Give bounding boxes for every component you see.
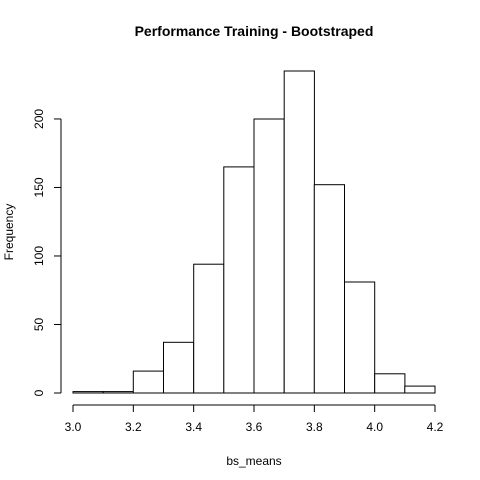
histogram-bar [374,373,406,394]
histogram-bar [163,341,195,394]
histogram-bar [223,166,255,394]
x-tick-label: 3.4 [185,420,202,434]
histogram-bar [253,118,285,394]
x-tick-label: 4.2 [427,420,444,434]
x-tick-label: 4.0 [366,420,383,434]
y-tick-label: 200 [32,109,46,129]
x-tick-label: 3.6 [246,420,263,434]
x-tick-label: 3.8 [306,420,323,434]
histogram-bar [72,391,104,394]
x-tick-label: 3.0 [65,420,82,434]
histogram-bar [344,281,376,394]
histogram-bar [132,370,165,394]
histogram-bar [283,70,315,394]
y-tick-label: 100 [32,246,46,266]
histogram-bar [404,385,436,394]
y-axis: 0 50 100 150 200 [32,109,62,396]
histogram-bar [102,391,134,394]
y-tick-label: 0 [32,389,46,396]
bars-group [72,70,436,394]
x-axis-label: bs_means [226,454,281,468]
histogram-bar [313,184,345,394]
y-tick-label: 50 [32,317,46,331]
chart-title: Performance Training - Bootstraped [135,23,374,39]
histogram-bar [193,263,225,394]
x-axis: 3.0 3.2 3.4 3.6 3.8 4.0 4.2 [65,404,444,434]
y-tick-label: 150 [32,177,46,197]
x-tick-label: 3.2 [125,420,142,434]
y-axis-label: Frequency [2,204,16,261]
